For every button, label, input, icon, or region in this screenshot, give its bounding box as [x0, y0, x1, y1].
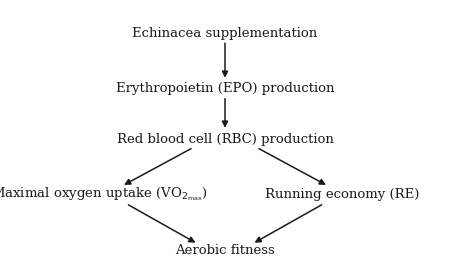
- Text: Running economy (RE): Running economy (RE): [265, 188, 419, 201]
- Text: Aerobic fitness: Aerobic fitness: [175, 244, 275, 257]
- Text: Maximal oxygen uptake (VO$_{2_{\mathrm{max}}}$): Maximal oxygen uptake (VO$_{2_{\mathrm{m…: [0, 186, 207, 203]
- Text: Erythropoietin (EPO) production: Erythropoietin (EPO) production: [116, 83, 334, 95]
- Text: Red blood cell (RBC) production: Red blood cell (RBC) production: [117, 133, 333, 145]
- Text: Echinacea supplementation: Echinacea supplementation: [132, 27, 318, 40]
